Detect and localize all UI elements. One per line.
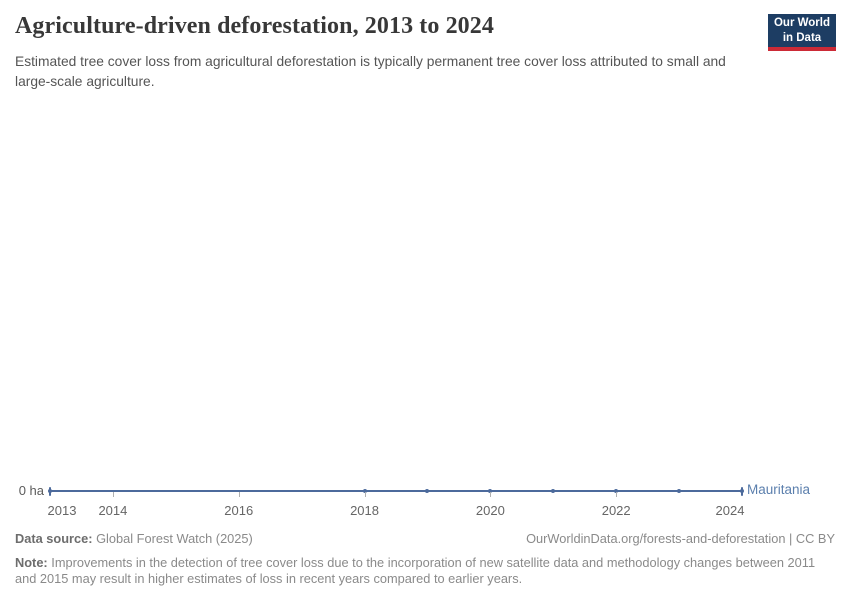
x-axis-tick-mark (490, 492, 492, 497)
x-axis-tick-label: 2024 (715, 503, 745, 518)
series-line[interactable] (50, 490, 742, 492)
chart-footer: Data source: Global Forest Watch (2025) … (15, 531, 835, 588)
x-axis-tick-label: 2020 (475, 503, 505, 518)
x-axis-tick-mark (364, 492, 366, 497)
owid-logo-line1: Our World (773, 16, 830, 29)
data-point-marker[interactable] (488, 489, 493, 493)
x-axis-tick-mark (112, 492, 114, 497)
data-source-label: Data source: (15, 531, 93, 546)
data-point-marker[interactable] (48, 489, 52, 493)
data-source-text: Data source: Global Forest Watch (2025) (15, 531, 253, 546)
data-point-marker[interactable] (740, 489, 744, 493)
owid-citation-link[interactable]: OurWorldinData.org/forests-and-deforesta… (526, 531, 835, 546)
data-point-marker[interactable] (614, 489, 619, 493)
x-axis-tick-label: 2018 (350, 503, 379, 518)
owid-logo-line2: in Data (782, 31, 822, 44)
data-point-marker[interactable] (677, 489, 682, 493)
x-axis-tick-mark (616, 492, 618, 497)
entity-label[interactable]: Mauritania (747, 482, 811, 497)
data-point-marker[interactable] (362, 489, 367, 493)
chart-title: Agriculture-driven deforestation, 2013 t… (15, 13, 494, 39)
x-axis-tick-mark (238, 492, 240, 497)
x-axis-tick-label: 2016 (224, 503, 254, 518)
data-point-marker[interactable] (551, 489, 556, 493)
x-axis-tick-label: 2022 (601, 503, 631, 518)
x-axis-tick-label: 2014 (98, 503, 128, 518)
x-axis-tick-label: 2013 (47, 503, 77, 518)
owid-logo[interactable]: Our World in Data (768, 14, 836, 51)
footnote: Note: Improvements in the detection of t… (15, 555, 816, 587)
data-point-marker[interactable] (425, 489, 430, 493)
footnote-label: Note: (15, 555, 48, 570)
chart-subtitle: Estimated tree cover loss from agricultu… (15, 54, 726, 89)
y-axis-tick-label: 0 ha (18, 483, 44, 498)
